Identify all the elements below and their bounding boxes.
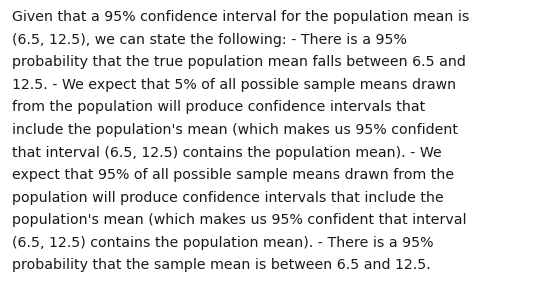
Text: Given that a 95% confidence interval for the population mean is: Given that a 95% confidence interval for… <box>12 10 470 24</box>
Text: population's mean (which makes us 95% confident that interval: population's mean (which makes us 95% co… <box>12 213 467 227</box>
Text: (6.5, 12.5) contains the population mean). - There is a 95%: (6.5, 12.5) contains the population mean… <box>12 236 434 250</box>
Text: from the population will produce confidence intervals that: from the population will produce confide… <box>12 100 426 115</box>
Text: 12.5. - We expect that 5% of all possible sample means drawn: 12.5. - We expect that 5% of all possibl… <box>12 78 456 92</box>
Text: population will produce confidence intervals that include the: population will produce confidence inter… <box>12 191 444 205</box>
Text: expect that 95% of all possible sample means drawn from the: expect that 95% of all possible sample m… <box>12 168 454 182</box>
Text: probability that the true population mean falls between 6.5 and: probability that the true population mea… <box>12 55 466 69</box>
Text: include the population's mean (which makes us 95% confident: include the population's mean (which mak… <box>12 123 458 137</box>
Text: probability that the sample mean is between 6.5 and 12.5.: probability that the sample mean is betw… <box>12 258 431 272</box>
Text: that interval (6.5, 12.5) contains the population mean). - We: that interval (6.5, 12.5) contains the p… <box>12 146 442 160</box>
Text: (6.5, 12.5), we can state the following: - There is a 95%: (6.5, 12.5), we can state the following:… <box>12 33 407 47</box>
